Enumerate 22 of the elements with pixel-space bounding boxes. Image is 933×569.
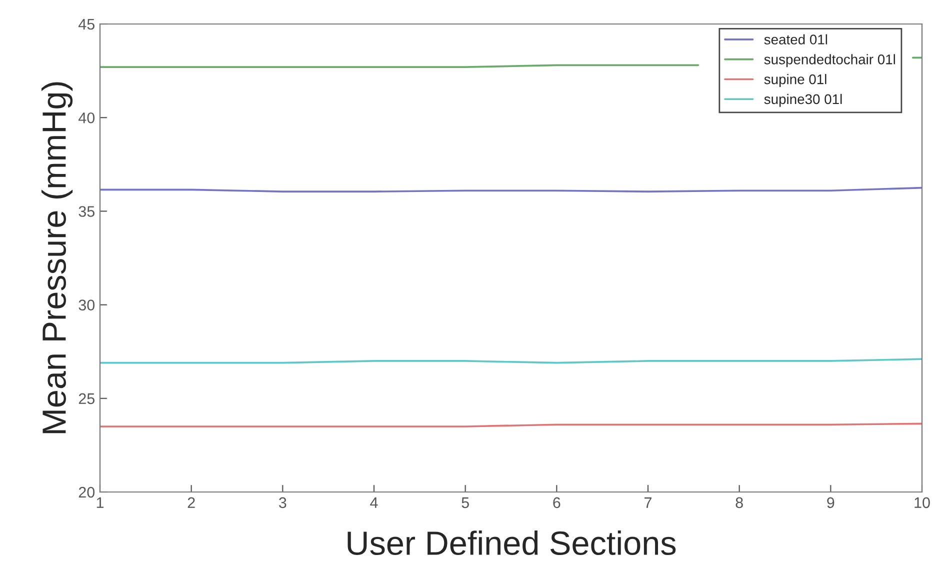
x-tick-label: 9	[827, 497, 834, 508]
y-tick-label: 45	[78, 19, 94, 30]
x-tick-label: 1	[96, 497, 104, 508]
y-tick-label: 30	[78, 300, 95, 310]
y-tick-label: 35	[78, 206, 94, 217]
legend-label: suspendedtochair 01l	[764, 54, 895, 68]
y-tick-label: 20	[78, 486, 95, 498]
x-axis-title: User Defined Sections	[348, 530, 676, 556]
x-tick-label: 2	[188, 497, 195, 508]
legend-label: supine 01l	[764, 74, 826, 87]
x-tick-label: 10	[914, 497, 930, 508]
legend-label: seated 01l	[764, 34, 828, 44]
x-tick-label: 5	[462, 497, 469, 508]
x-tick-label: 3	[279, 497, 286, 508]
y-tick-label: 40	[78, 112, 95, 124]
y-axis-title: Mean Pressure (mmHg)	[42, 82, 73, 434]
x-tick-label: 4	[370, 497, 378, 508]
x-tick-label: 8	[736, 497, 743, 508]
legend-label: supine30 01l	[764, 94, 842, 107]
x-tick-label: 6	[553, 497, 560, 508]
y-tick-label: 25	[78, 393, 94, 404]
x-tick-label: 7	[644, 497, 652, 508]
